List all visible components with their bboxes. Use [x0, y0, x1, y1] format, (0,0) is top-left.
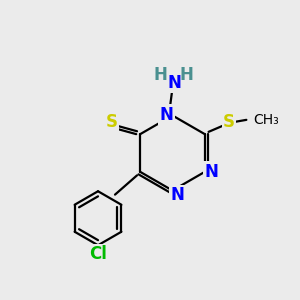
Text: CH₃: CH₃: [253, 113, 279, 127]
Text: N: N: [160, 106, 173, 124]
Text: S: S: [106, 113, 118, 131]
Text: N: N: [170, 186, 184, 204]
Text: H: H: [154, 66, 167, 84]
Text: Cl: Cl: [89, 245, 107, 263]
Text: S: S: [223, 113, 235, 131]
Text: H: H: [179, 66, 193, 84]
Text: N: N: [167, 74, 181, 92]
Text: N: N: [205, 163, 218, 181]
